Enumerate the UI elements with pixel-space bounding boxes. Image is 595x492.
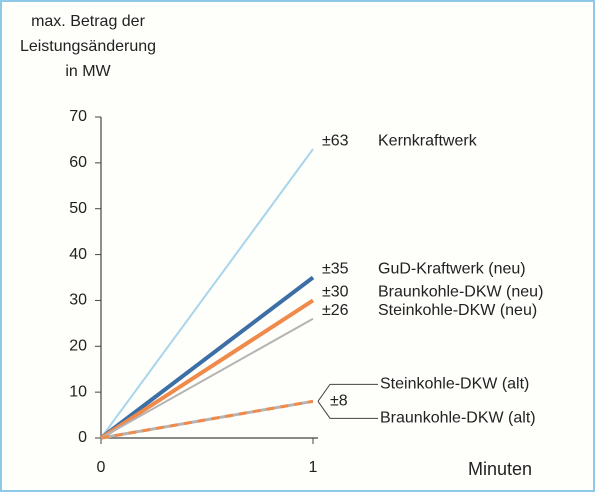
legend-label: Braunkohle-DKW (neu) xyxy=(378,284,543,301)
leader-line xyxy=(317,401,378,419)
value-label: ±30 xyxy=(322,284,349,301)
series-line xyxy=(99,298,315,440)
value-label: ±26 xyxy=(322,302,349,319)
y-tick-label: 30 xyxy=(69,292,87,309)
series-line xyxy=(100,148,314,439)
y-tick-label: 10 xyxy=(69,383,87,400)
x-tick-label: 0 xyxy=(97,459,106,476)
series-line xyxy=(99,275,315,440)
y-tick-label: 20 xyxy=(69,338,87,355)
x-axis-title: Minuten xyxy=(468,459,532,479)
y-tick-label: 50 xyxy=(69,200,87,217)
leader-line xyxy=(317,383,378,402)
y-tick-label: 70 xyxy=(69,108,87,125)
legend-label: GuD-Kraftwerk (neu) xyxy=(378,261,526,278)
legend-label: Steinkohle-DKW (alt) xyxy=(380,376,529,393)
legend-label: Kernkraftwerk xyxy=(378,132,478,149)
legend-label: Steinkohle-DKW (neu) xyxy=(378,302,537,319)
series-line xyxy=(100,399,314,440)
value-label: ±35 xyxy=(322,261,349,278)
y-axis-title: max. Betrag der xyxy=(31,13,146,30)
value-label: ±63 xyxy=(322,132,349,149)
value-label: ±8 xyxy=(330,393,348,410)
y-axis-title: Leistungsänderung xyxy=(20,38,156,55)
y-tick-label: 60 xyxy=(69,154,87,171)
y-axis-title: in MW xyxy=(65,63,111,80)
legend-label: Braunkohle-DKW (alt) xyxy=(380,410,536,427)
y-tick-label: 40 xyxy=(69,246,87,263)
x-tick-label: 1 xyxy=(309,459,318,476)
series-line xyxy=(100,317,314,439)
y-tick-label: 0 xyxy=(78,429,87,446)
